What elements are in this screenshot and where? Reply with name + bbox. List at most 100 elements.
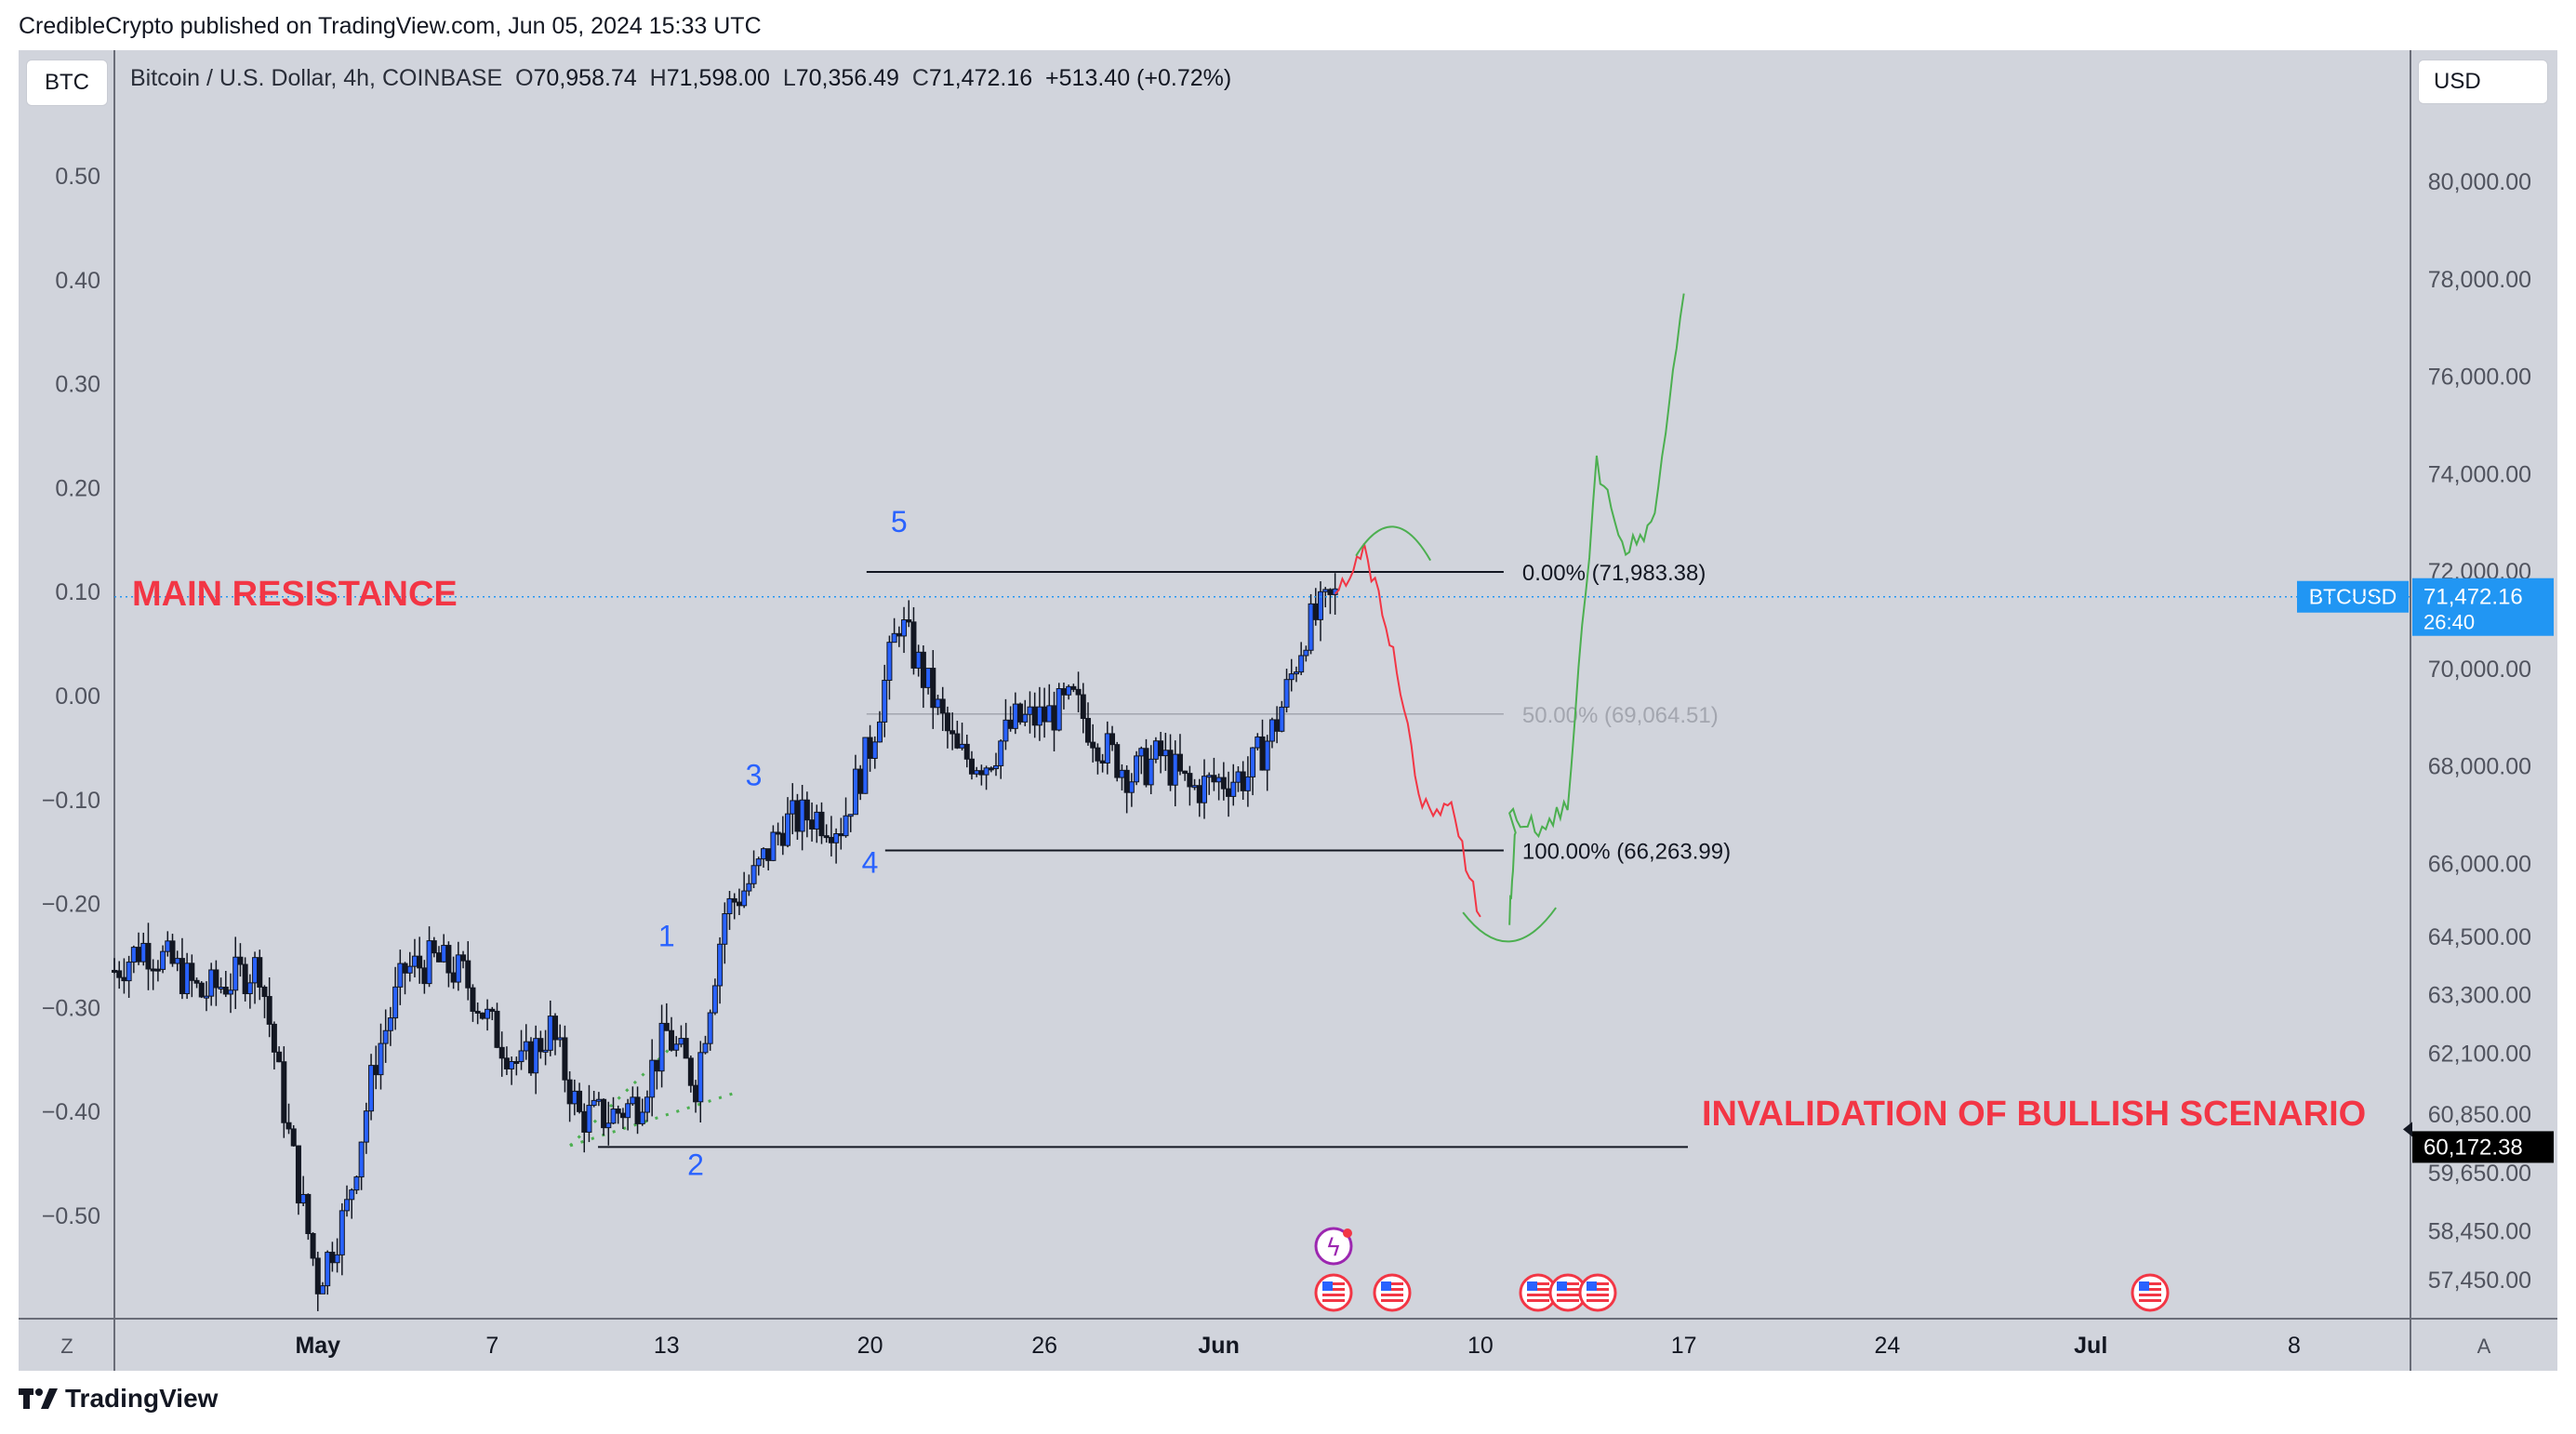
candle-body bbox=[160, 950, 166, 970]
candle bbox=[169, 934, 176, 967]
us-flag-icon[interactable] bbox=[1314, 1273, 1353, 1312]
candle bbox=[334, 1238, 340, 1273]
us-flag-icon[interactable] bbox=[1373, 1273, 1412, 1312]
x-axis-tick: 7 bbox=[485, 1333, 498, 1359]
candle bbox=[1303, 645, 1309, 662]
currency-chip[interactable]: USD bbox=[2418, 60, 2548, 104]
tradingview-logo-icon bbox=[19, 1388, 58, 1409]
flag-stripe bbox=[1322, 1294, 1345, 1296]
right-axis-tick: 64,500.00 bbox=[2428, 924, 2531, 950]
candle-body bbox=[1042, 706, 1048, 723]
us-flag-icon[interactable] bbox=[1578, 1273, 1617, 1312]
left-axis-tick: 0.20 bbox=[55, 475, 100, 501]
candle-body bbox=[562, 1037, 568, 1081]
candle-body bbox=[803, 799, 810, 821]
x-axis-tick: 10 bbox=[1467, 1333, 1494, 1359]
candle-body bbox=[121, 976, 127, 982]
candle-body bbox=[605, 1122, 612, 1129]
wedge-lower-line bbox=[569, 1090, 738, 1148]
candle bbox=[639, 1098, 645, 1126]
candle-body bbox=[1268, 719, 1275, 742]
candle-body bbox=[353, 1176, 360, 1191]
candle bbox=[1318, 581, 1324, 642]
candle bbox=[485, 999, 491, 1031]
candle-body bbox=[750, 865, 757, 884]
candle-body bbox=[1080, 694, 1086, 720]
candle-body bbox=[1060, 688, 1067, 696]
auto-scale-corner-label[interactable]: A bbox=[2477, 1334, 2491, 1358]
x-axis-tick: 13 bbox=[654, 1333, 680, 1359]
us-flag-icon[interactable] bbox=[1548, 1273, 1587, 1312]
candle-body bbox=[693, 1084, 699, 1103]
candle bbox=[1250, 747, 1256, 796]
candle-body bbox=[237, 956, 244, 965]
right-axis-tick: 76,000.00 bbox=[2428, 365, 2531, 391]
candle-body bbox=[193, 979, 200, 984]
candle bbox=[871, 736, 878, 769]
candle bbox=[610, 1096, 617, 1125]
candle-body bbox=[935, 698, 941, 709]
candle-body bbox=[1128, 781, 1135, 793]
candle-body bbox=[595, 1098, 602, 1102]
timezone-corner-label[interactable]: Z bbox=[60, 1334, 73, 1358]
flag-stripe bbox=[1381, 1288, 1403, 1291]
candle bbox=[673, 1036, 680, 1057]
candle bbox=[489, 1006, 496, 1020]
candle-body bbox=[547, 1016, 553, 1051]
flag-stripe bbox=[2139, 1294, 2161, 1296]
main-resistance-label: MAIN RESISTANCE bbox=[132, 575, 458, 614]
left-axis-tick: −0.10 bbox=[42, 788, 100, 814]
candle bbox=[901, 606, 908, 654]
candle bbox=[968, 750, 975, 780]
change-value: +513.40 (+0.72%) bbox=[1045, 65, 1232, 91]
candle-body bbox=[1143, 748, 1149, 786]
candle-body bbox=[276, 1051, 283, 1063]
candle bbox=[538, 1030, 544, 1059]
tradingview-brand[interactable]: TradingView bbox=[19, 1384, 218, 1414]
candle-body bbox=[1162, 750, 1169, 757]
candle bbox=[1075, 671, 1082, 712]
candle-body bbox=[1007, 719, 1014, 729]
candle bbox=[818, 802, 825, 844]
candle bbox=[697, 1041, 704, 1123]
bearish-projection-path bbox=[1334, 543, 1481, 918]
flag-stripe bbox=[1557, 1299, 1579, 1302]
us-flag-icon[interactable] bbox=[1519, 1273, 1558, 1312]
candle-body bbox=[305, 1193, 312, 1235]
candle bbox=[1080, 683, 1086, 734]
candle bbox=[998, 739, 1004, 779]
candle-body bbox=[130, 947, 137, 963]
left-axis-tick: −0.40 bbox=[42, 1099, 100, 1125]
candle bbox=[145, 923, 152, 990]
ohlc-legend: Bitcoin / U.S. Dollar, 4h, COINBASE O70,… bbox=[130, 65, 1231, 92]
candle bbox=[862, 737, 869, 794]
candle-body bbox=[577, 1090, 583, 1112]
fib-100-label: 100.00% (66,263.99) bbox=[1522, 839, 1731, 864]
candle bbox=[266, 976, 272, 1038]
candle-body bbox=[1283, 679, 1290, 708]
candle bbox=[295, 1145, 301, 1215]
candle-body bbox=[1298, 655, 1305, 673]
candle-body bbox=[663, 1022, 670, 1031]
candle bbox=[1187, 765, 1193, 806]
us-flag-icon[interactable] bbox=[2131, 1273, 2170, 1312]
symbol-chip[interactable]: BTC bbox=[26, 60, 108, 106]
candle-body bbox=[339, 1210, 345, 1255]
candle bbox=[1148, 745, 1154, 794]
candle-body bbox=[523, 1041, 529, 1052]
candle bbox=[276, 1046, 283, 1063]
candle bbox=[877, 710, 883, 743]
candle bbox=[1288, 658, 1295, 692]
candle bbox=[242, 957, 248, 1002]
flag-ring bbox=[2131, 1273, 2170, 1312]
lightning-icon[interactable]: ϟ bbox=[1314, 1227, 1353, 1266]
candle bbox=[290, 1124, 297, 1147]
top-arc bbox=[1355, 525, 1432, 562]
candle bbox=[1182, 770, 1188, 781]
candle-body bbox=[838, 833, 844, 837]
candle-body bbox=[136, 947, 142, 963]
x-axis-tick: May bbox=[295, 1333, 340, 1359]
open-label: O bbox=[515, 65, 534, 91]
candle-body bbox=[1051, 705, 1057, 731]
